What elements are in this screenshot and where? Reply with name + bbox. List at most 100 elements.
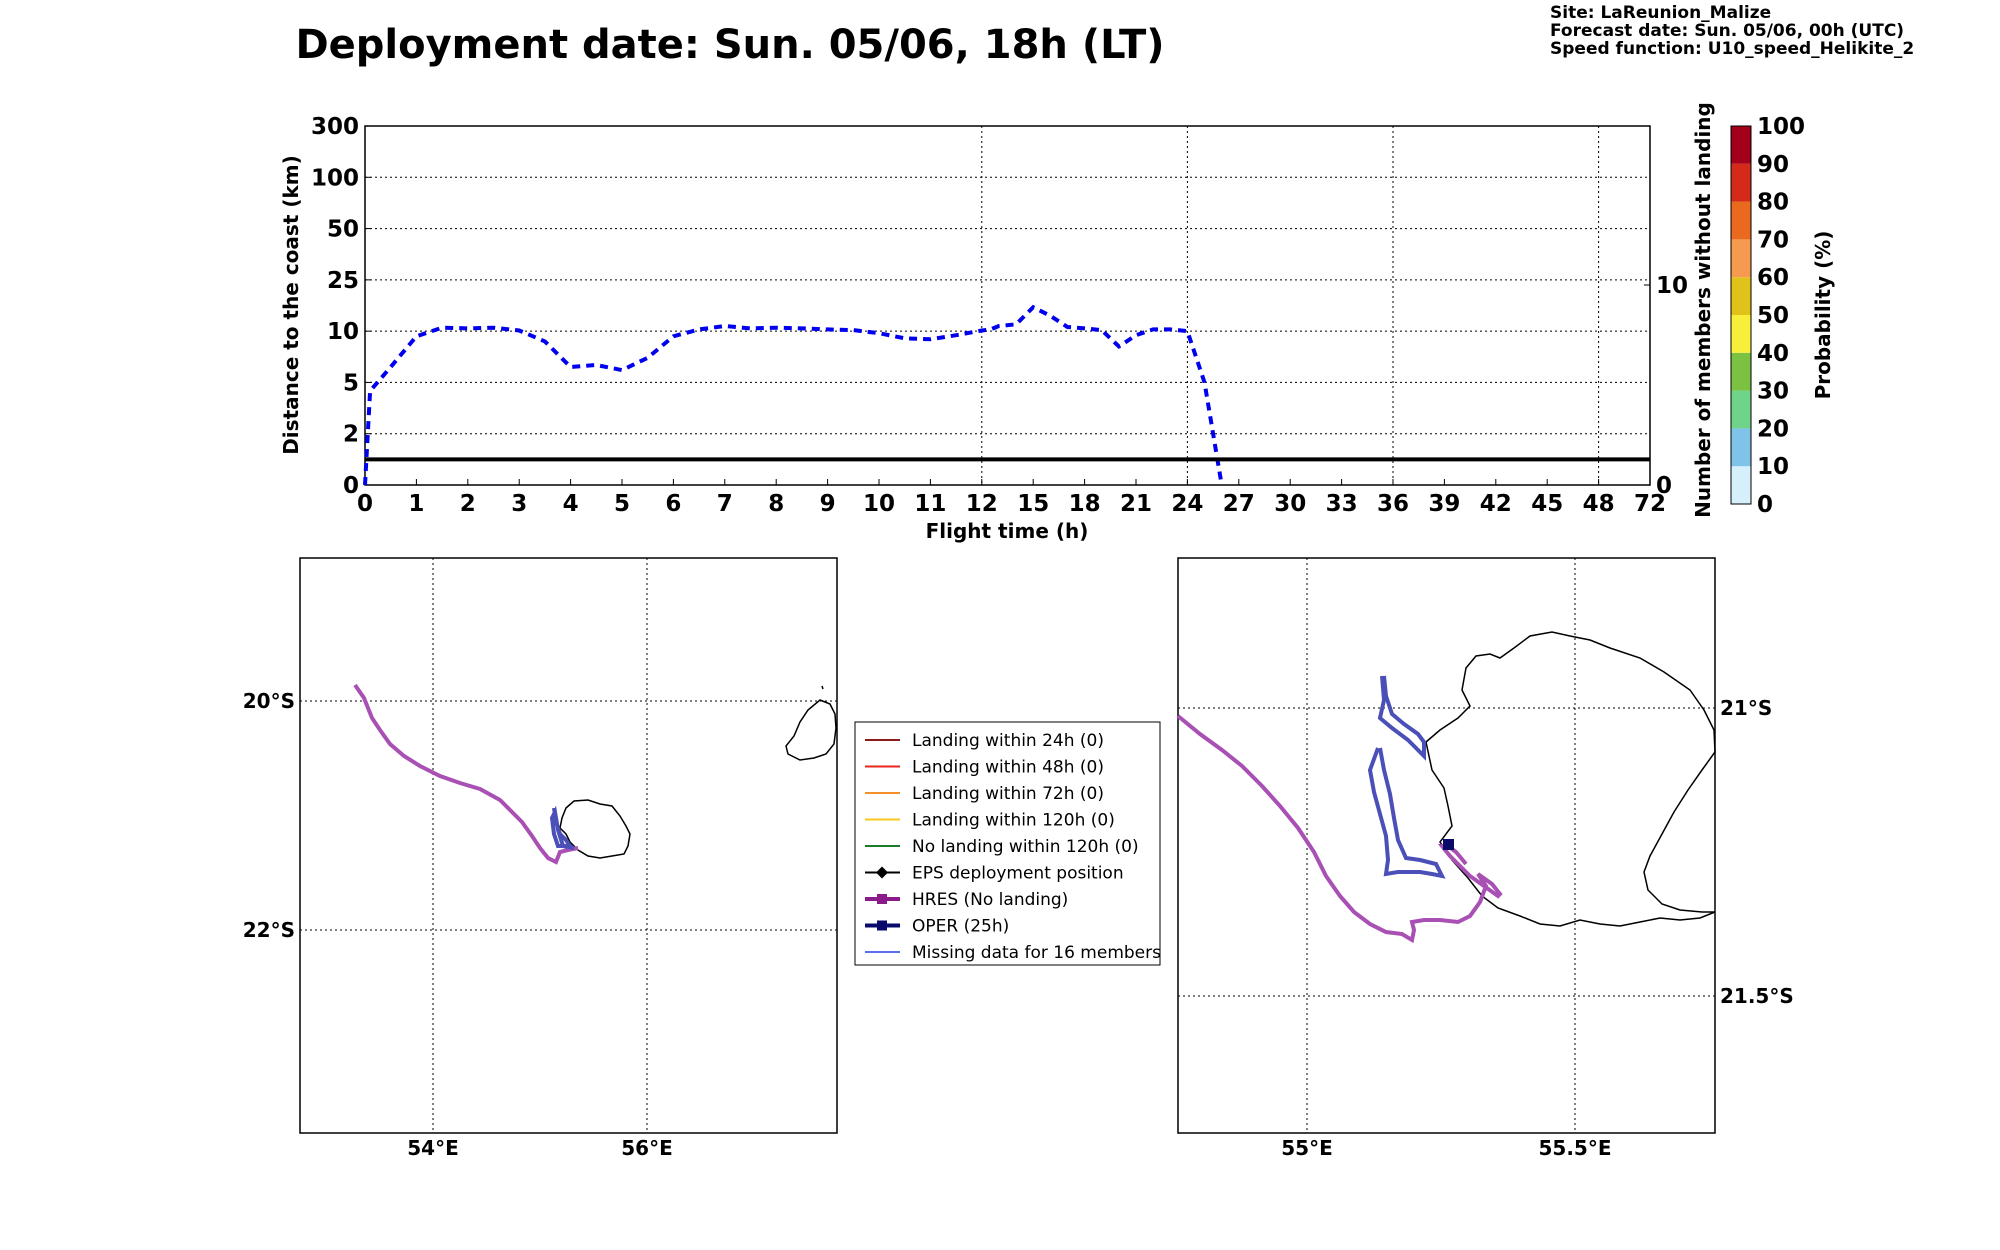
colorbar-tick-label: 90 xyxy=(1757,152,1789,178)
y-tick-label: 10 xyxy=(327,319,359,345)
x-tick-label: 33 xyxy=(1326,491,1358,517)
y-tick-label: 5 xyxy=(343,370,359,396)
y-tick-label: 2 xyxy=(343,422,359,448)
legend-label: Landing within 72h (0) xyxy=(912,784,1104,804)
x-tick-label: 36 xyxy=(1377,491,1409,517)
y-tick-label: 300 xyxy=(311,114,359,140)
y-axis-label: Distance to the coast (km) xyxy=(279,155,303,455)
map-tick-label: 56°E xyxy=(621,1136,673,1160)
x-tick-label: 12 xyxy=(966,491,998,517)
figure-title: Deployment date: Sun. 05/06, 18h (LT) xyxy=(295,22,1164,68)
x-tick-label: 39 xyxy=(1428,491,1460,517)
legend-marker xyxy=(877,894,887,904)
y-tick-label: 0 xyxy=(343,473,359,499)
probability-colorbar: 0 10 20 30 40 50 60 70 80 90 100 xyxy=(1730,114,1805,518)
map-tick-label: 21.5°S xyxy=(1720,984,1794,1008)
legend-label: Landing within 24h (0) xyxy=(912,731,1104,751)
colorbar-segment xyxy=(1731,277,1751,315)
zoomed-map: 55°E 55.5°E 21°S 21.5°S xyxy=(1176,557,1794,1160)
colorbar-tick-label: 80 xyxy=(1757,190,1789,216)
x-tick-label: 42 xyxy=(1480,491,1512,517)
colorbar-segment xyxy=(1731,126,1751,164)
map-tick-label: 55°E xyxy=(1281,1136,1333,1160)
x-tick-label: 5 xyxy=(614,491,630,517)
colorbar-tick-label: 10 xyxy=(1757,454,1789,480)
x-tick-label: 11 xyxy=(914,491,946,517)
legend-label: Landing within 120h (0) xyxy=(912,811,1115,831)
colorbar-segment xyxy=(1731,163,1751,202)
map-tick-label: 21°S xyxy=(1720,696,1772,720)
colorbar-segment xyxy=(1731,428,1751,467)
oper-trajectory xyxy=(549,805,575,850)
x-tick-label: 8 xyxy=(768,491,784,517)
colorbar-segment xyxy=(1731,390,1751,429)
x-tick-label: 15 xyxy=(1017,491,1049,517)
colorbar-tick-label: 40 xyxy=(1757,341,1789,367)
map-tick-label: 54°E xyxy=(407,1136,459,1160)
map-tick-label: 55.5°E xyxy=(1538,1136,1611,1160)
legend-label: No landing within 120h (0) xyxy=(912,837,1139,857)
colorbar-label: Probability (%) xyxy=(1811,231,1835,400)
map-legend: Landing within 24h (0) Landing within 48h… xyxy=(854,721,1161,966)
colorbar-tick-label: 50 xyxy=(1757,303,1789,329)
colorbar-tick-label: 0 xyxy=(1757,492,1773,518)
colorbar-tick-label: 100 xyxy=(1757,114,1805,140)
x-tick-label: 24 xyxy=(1171,491,1203,517)
regional-map: 54°E 56°E 20°S 22°S xyxy=(243,557,838,1160)
x-tick-label: 45 xyxy=(1531,491,1563,517)
y-tick-label: 100 xyxy=(311,165,359,191)
colorbar-segment xyxy=(1731,315,1751,353)
x-tick-label: 1 xyxy=(408,491,424,517)
distance-series-line xyxy=(363,304,1224,486)
colorbar-frame xyxy=(1730,125,1752,505)
legend-label: Landing within 48h (0) xyxy=(912,758,1104,778)
x-tick-label: 0 xyxy=(357,491,373,517)
hres-trajectory xyxy=(353,683,579,865)
distance-chart-frame xyxy=(364,125,1651,486)
colorbar-tick-label: 70 xyxy=(1757,227,1789,253)
legend-label: HRES (No landing) xyxy=(912,890,1068,910)
y-tick-label: 25 xyxy=(327,268,359,294)
x-tick-label: 7 xyxy=(717,491,733,517)
zoomed-map-grid xyxy=(1178,558,1715,1133)
x-tick-label: 48 xyxy=(1583,491,1615,517)
x-tick-label: 6 xyxy=(665,491,681,517)
colorbar-segment xyxy=(1731,352,1751,391)
oper-deployment-marker xyxy=(1443,839,1454,850)
legend-label: Missing data for 16 members xyxy=(912,943,1161,963)
map-tick-label: 22°S xyxy=(243,918,295,942)
colorbar-tick-label: 30 xyxy=(1757,379,1789,405)
reunion-coastline-zoomed xyxy=(1425,631,1716,927)
x-tick-label: 30 xyxy=(1274,491,1306,517)
colorbar-tick-label: 60 xyxy=(1757,265,1789,291)
x-tick-label: 9 xyxy=(820,491,836,517)
colorbar-tick-label: 20 xyxy=(1757,416,1789,442)
x-tick-label: 27 xyxy=(1223,491,1255,517)
hres-trajectory-zoomed xyxy=(1176,714,1503,944)
legend-box xyxy=(854,721,1161,966)
mauritius-coastline xyxy=(785,685,837,761)
legend-label: OPER (25h) xyxy=(912,917,1009,937)
x-tick-label: 2 xyxy=(460,491,476,517)
colorbar-segment xyxy=(1731,466,1751,504)
x-tick-label: 4 xyxy=(563,491,579,517)
distance-chart: 0 1 2 3 4 5 6 7 8 9 10 11 12 15 18 21 24 27 30 33 36 39 42 45 48… xyxy=(279,102,1715,543)
regional-map-grid xyxy=(300,558,837,1133)
forecast-info: Forecast date: Sun. 05/06, 00h (UTC) xyxy=(1550,21,1904,41)
distance-chart-series xyxy=(363,304,1650,486)
zoomed-map-frame xyxy=(1177,557,1716,1134)
colorbar-segment xyxy=(1731,239,1751,278)
x-tick-label: 18 xyxy=(1069,491,1101,517)
x-tick-label: 21 xyxy=(1120,491,1152,517)
y-tick-label: 50 xyxy=(327,217,359,243)
speed-function-info: Speed function: U10_speed_Helikite_2 xyxy=(1550,39,1914,59)
legend-marker xyxy=(876,866,888,879)
site-info: Site: LaReunion_Malize xyxy=(1550,3,1771,23)
regional-map-frame xyxy=(299,557,838,1134)
reunion-coastline xyxy=(559,799,631,859)
legend-items: Landing within 24h (0) Landing within 48h… xyxy=(865,731,1161,963)
legend-marker xyxy=(877,920,887,931)
x-tick-label: 3 xyxy=(511,491,527,517)
x-tick-label: 10 xyxy=(863,491,895,517)
